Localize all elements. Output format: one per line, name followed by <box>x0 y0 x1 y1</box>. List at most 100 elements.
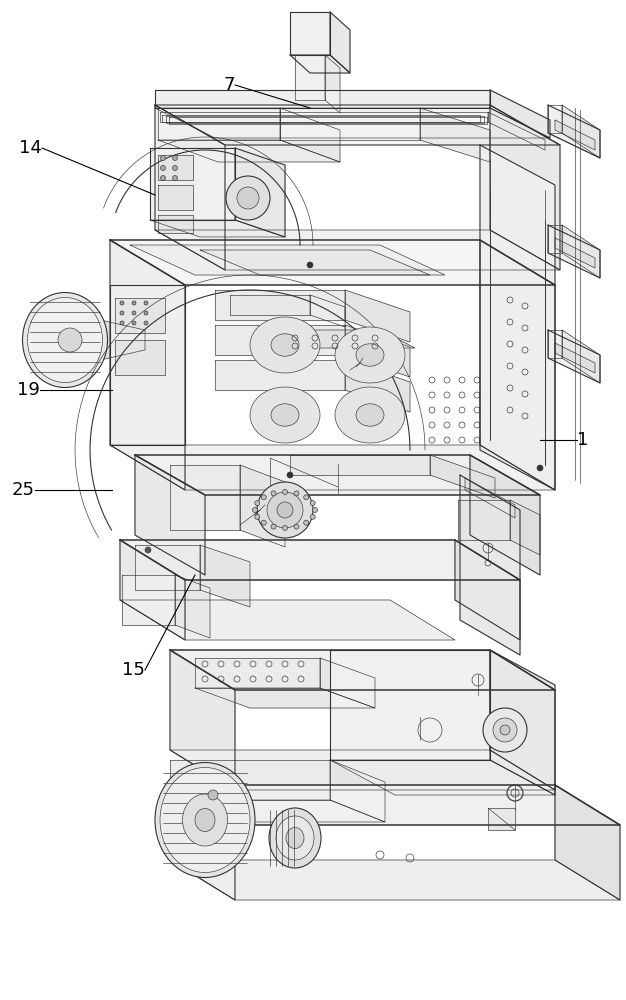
Circle shape <box>226 176 270 220</box>
Polygon shape <box>488 808 515 830</box>
Circle shape <box>252 508 257 512</box>
Circle shape <box>145 547 151 553</box>
Polygon shape <box>150 220 285 237</box>
Circle shape <box>537 465 543 471</box>
Text: 7: 7 <box>223 76 235 94</box>
Ellipse shape <box>155 762 255 878</box>
Circle shape <box>294 524 299 529</box>
Polygon shape <box>345 325 410 377</box>
Polygon shape <box>120 540 185 640</box>
Polygon shape <box>490 650 555 795</box>
Polygon shape <box>155 105 225 270</box>
Polygon shape <box>155 230 560 270</box>
Circle shape <box>255 501 260 506</box>
Polygon shape <box>170 750 555 790</box>
Polygon shape <box>320 658 375 708</box>
Circle shape <box>144 301 148 305</box>
Polygon shape <box>130 245 445 275</box>
Polygon shape <box>135 545 200 590</box>
Circle shape <box>120 311 124 315</box>
Polygon shape <box>200 545 250 607</box>
Circle shape <box>271 491 276 496</box>
Circle shape <box>282 489 287 494</box>
Circle shape <box>160 176 165 180</box>
Polygon shape <box>562 225 600 278</box>
Circle shape <box>144 311 148 315</box>
Polygon shape <box>465 478 515 518</box>
Polygon shape <box>200 250 430 275</box>
Polygon shape <box>170 650 235 790</box>
Circle shape <box>132 311 136 315</box>
Polygon shape <box>170 800 385 822</box>
Polygon shape <box>155 90 490 108</box>
Polygon shape <box>470 455 540 575</box>
Polygon shape <box>548 330 600 383</box>
Circle shape <box>237 187 259 209</box>
Circle shape <box>58 328 82 352</box>
Circle shape <box>173 176 178 180</box>
Polygon shape <box>490 90 550 138</box>
Text: 15: 15 <box>122 661 145 679</box>
Ellipse shape <box>160 768 250 872</box>
Circle shape <box>132 321 136 325</box>
Polygon shape <box>100 320 145 360</box>
Circle shape <box>312 508 317 512</box>
Ellipse shape <box>183 794 227 846</box>
Polygon shape <box>150 148 235 220</box>
Polygon shape <box>510 500 540 555</box>
Polygon shape <box>155 105 560 145</box>
Circle shape <box>144 321 148 325</box>
Text: 14: 14 <box>19 139 42 157</box>
Polygon shape <box>115 340 165 375</box>
Circle shape <box>282 526 287 530</box>
Circle shape <box>287 472 293 478</box>
Circle shape <box>271 524 276 529</box>
Polygon shape <box>160 112 488 122</box>
Polygon shape <box>120 540 520 580</box>
Polygon shape <box>548 225 600 278</box>
Polygon shape <box>170 785 620 825</box>
Circle shape <box>500 725 510 735</box>
Polygon shape <box>290 12 330 55</box>
Polygon shape <box>170 465 240 530</box>
Circle shape <box>304 520 309 525</box>
Circle shape <box>261 495 266 500</box>
Circle shape <box>255 514 260 519</box>
Polygon shape <box>555 120 595 150</box>
Ellipse shape <box>271 404 299 426</box>
Circle shape <box>160 155 165 160</box>
Polygon shape <box>330 650 490 760</box>
Circle shape <box>310 501 316 506</box>
Polygon shape <box>345 290 410 342</box>
Circle shape <box>304 495 309 500</box>
Circle shape <box>257 482 313 538</box>
Polygon shape <box>170 785 235 900</box>
Polygon shape <box>290 455 430 475</box>
Polygon shape <box>488 112 545 150</box>
Polygon shape <box>158 140 340 162</box>
Ellipse shape <box>356 344 384 366</box>
Circle shape <box>307 262 313 268</box>
Circle shape <box>483 708 527 752</box>
Polygon shape <box>490 650 555 790</box>
Circle shape <box>132 301 136 305</box>
Polygon shape <box>155 108 550 138</box>
Ellipse shape <box>250 317 320 373</box>
Polygon shape <box>325 55 340 113</box>
Polygon shape <box>480 145 555 490</box>
Polygon shape <box>158 185 193 210</box>
Polygon shape <box>330 760 555 795</box>
Circle shape <box>267 492 303 528</box>
Ellipse shape <box>356 404 384 426</box>
Ellipse shape <box>286 828 304 848</box>
Polygon shape <box>280 108 420 140</box>
Polygon shape <box>170 650 555 690</box>
Circle shape <box>173 165 178 170</box>
Polygon shape <box>120 600 455 640</box>
Circle shape <box>310 514 316 519</box>
Polygon shape <box>420 108 490 162</box>
Circle shape <box>120 301 124 305</box>
Circle shape <box>208 790 218 800</box>
Polygon shape <box>158 215 193 233</box>
Ellipse shape <box>23 292 108 387</box>
